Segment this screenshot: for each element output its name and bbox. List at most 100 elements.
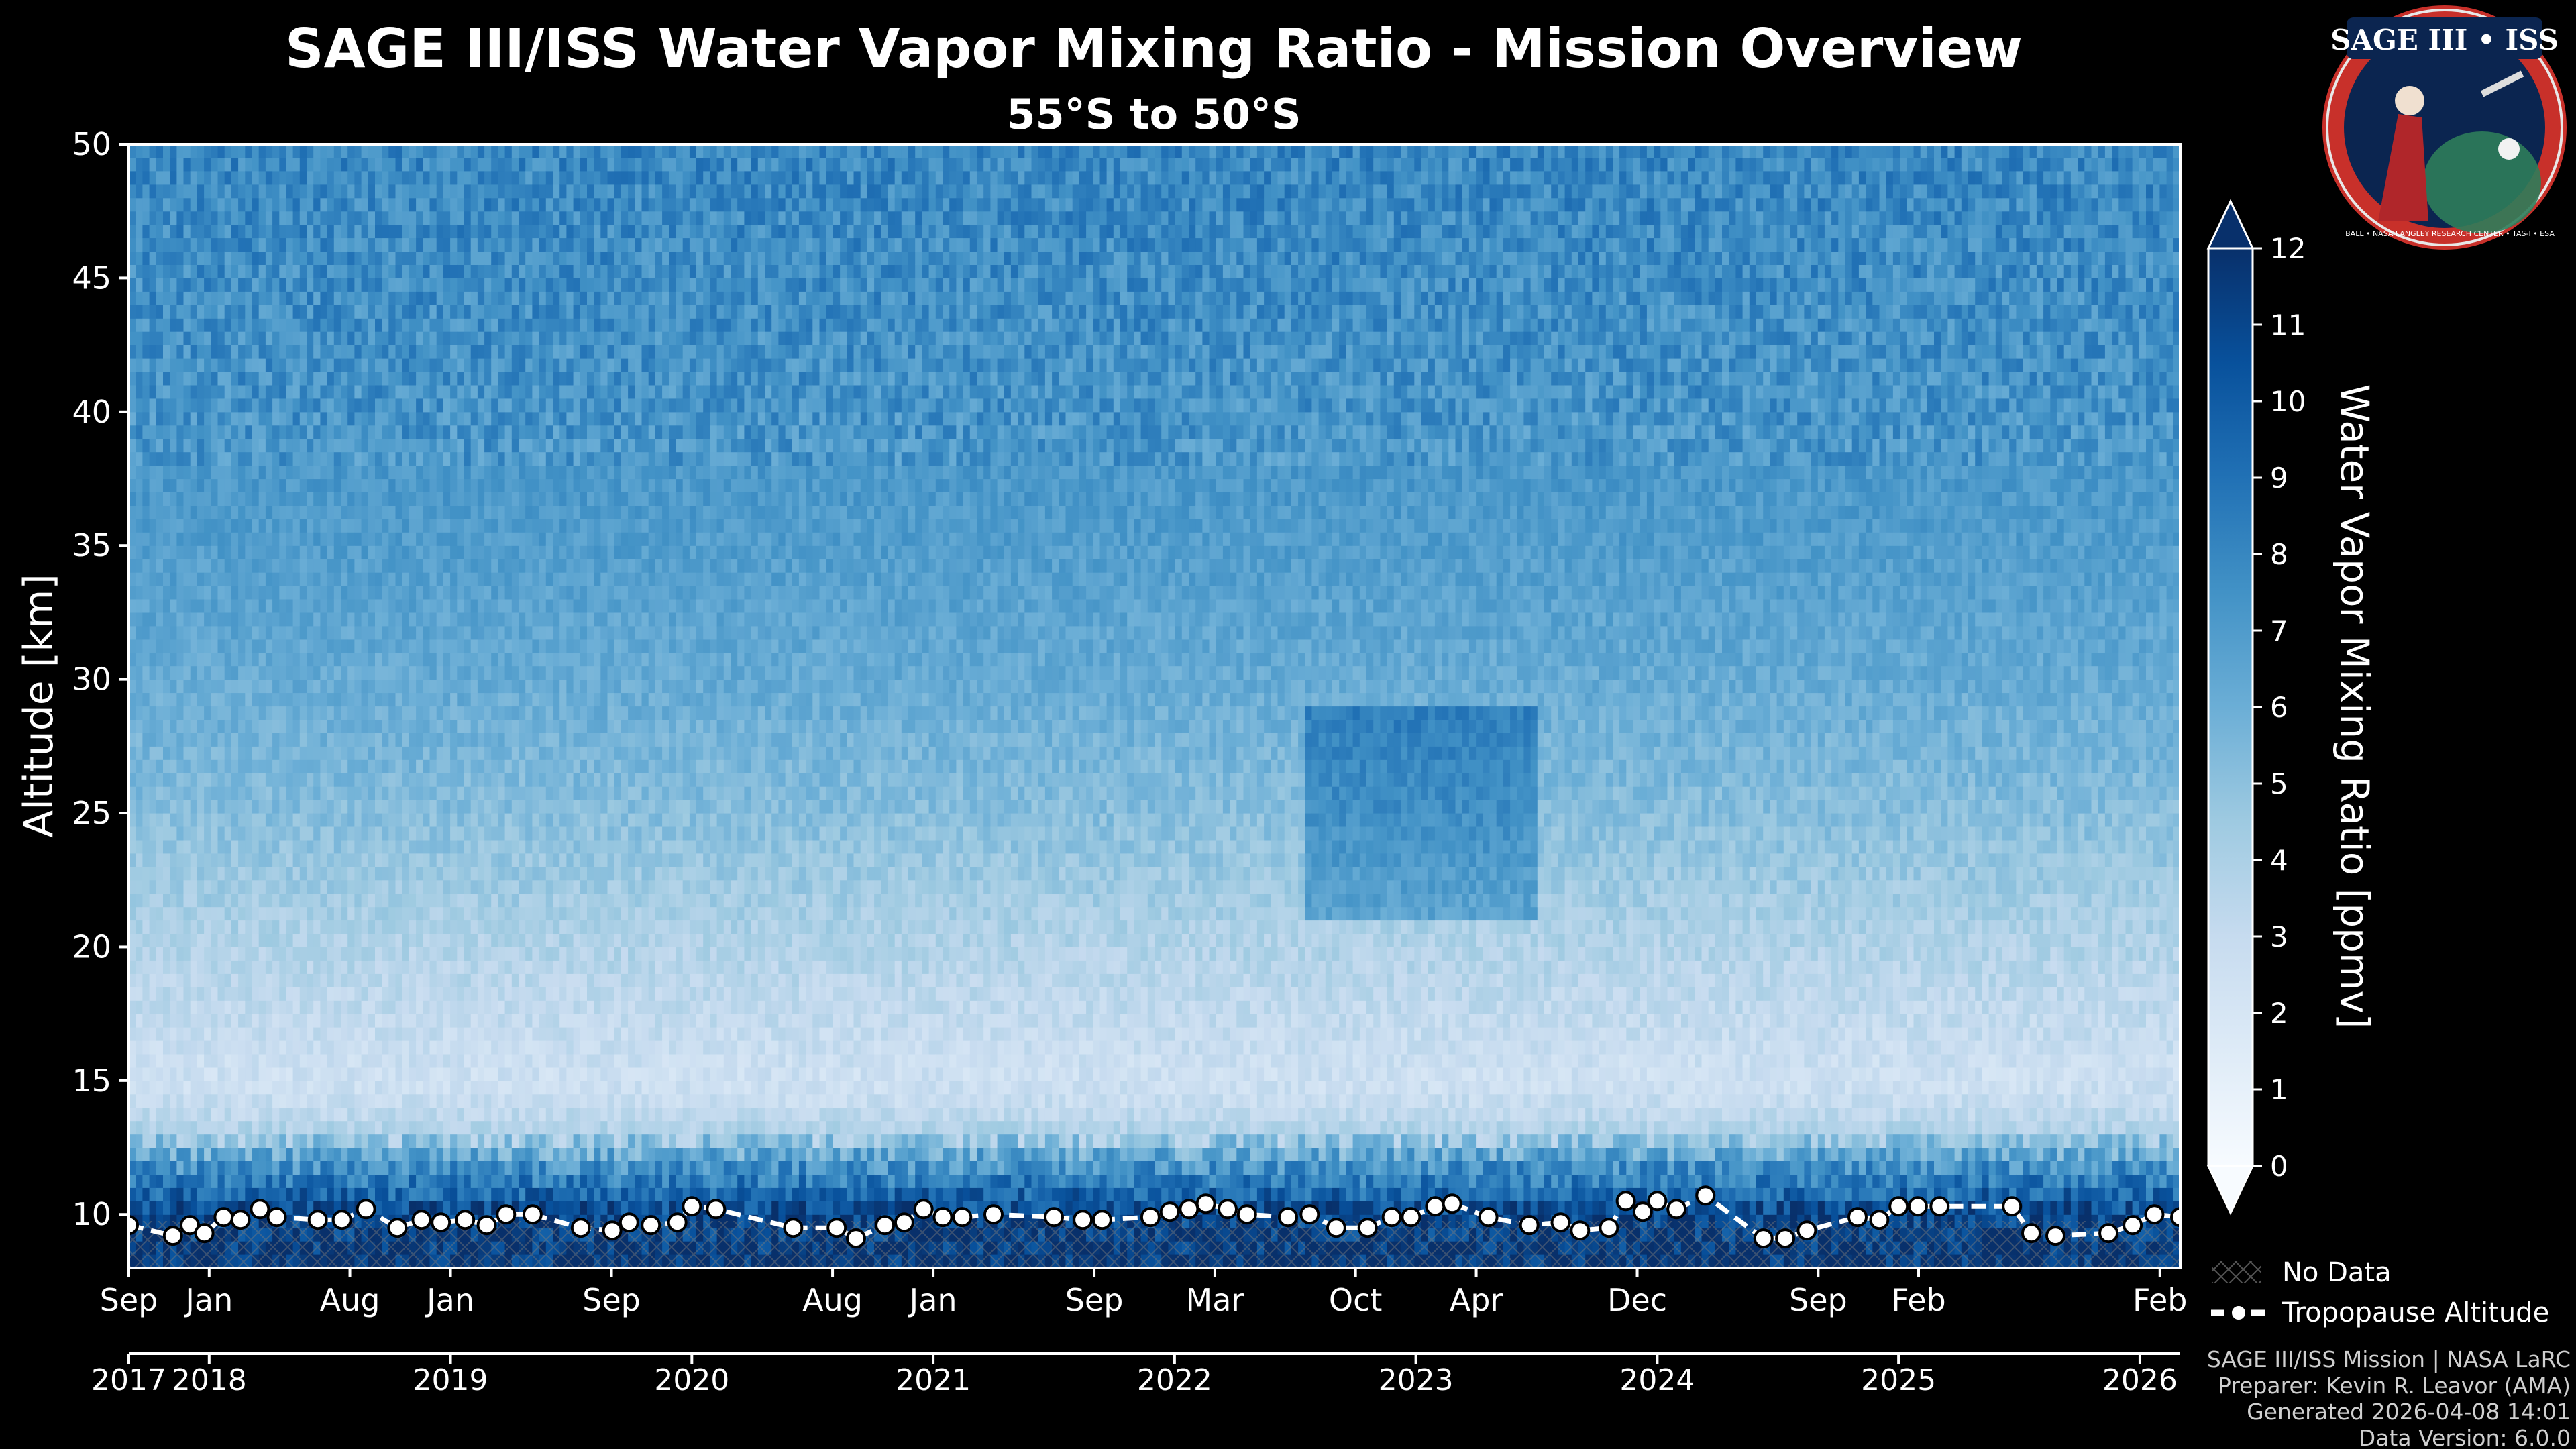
heatmap-cell	[402, 920, 410, 934]
heatmap-cell	[217, 1014, 225, 1028]
heatmap-cell	[231, 384, 239, 399]
heatmap-cell	[149, 211, 157, 225]
heatmap-cell	[423, 358, 431, 372]
heatmap-cell	[443, 960, 451, 974]
heatmap-cell	[149, 987, 157, 1001]
heatmap-cell	[313, 759, 321, 773]
heatmap-cell	[149, 331, 157, 345]
heatmap-cell	[252, 1161, 260, 1175]
heatmap-cell	[450, 478, 458, 492]
heatmap-cell	[519, 532, 526, 546]
heatmap-cell	[511, 425, 519, 439]
heatmap-cell	[416, 144, 423, 158]
heatmap-cell	[333, 1120, 341, 1135]
heatmap-cell	[231, 492, 239, 506]
heatmap-cell	[388, 639, 396, 653]
heatmap-cell	[333, 291, 341, 305]
heatmap-cell	[307, 358, 314, 372]
heatmap-cell	[464, 866, 472, 881]
heatmap-cell	[190, 451, 198, 466]
heatmap-cell	[307, 211, 314, 225]
heatmap-cell	[129, 1134, 136, 1148]
heatmap-cell	[341, 800, 348, 814]
heatmap-cell	[163, 224, 170, 239]
heatmap-cell	[388, 733, 396, 747]
heatmap-cell	[190, 1161, 198, 1175]
heatmap-cell	[519, 1027, 526, 1041]
heatmap-cell	[204, 237, 211, 252]
heatmap-cell	[409, 800, 417, 814]
heatmap-cell	[238, 786, 246, 800]
heatmap-cell	[470, 264, 478, 278]
heatmap-cell	[382, 625, 389, 640]
heatmap-cell	[190, 478, 198, 492]
heatmap-cell	[279, 170, 287, 185]
heatmap-cell	[142, 559, 150, 573]
heatmap-cell	[183, 973, 191, 987]
heatmap-cell	[231, 532, 239, 546]
heatmap-cell	[292, 465, 301, 480]
heatmap-cell	[211, 639, 219, 653]
heatmap-cell	[470, 759, 478, 773]
heatmap-cell	[477, 746, 485, 760]
heatmap-cell	[149, 157, 157, 172]
heatmap-cell	[156, 398, 164, 413]
heatmap-cell	[258, 786, 266, 800]
heatmap-cell	[484, 679, 492, 694]
heatmap-cell	[464, 224, 472, 239]
heatmap-cell	[341, 826, 348, 841]
heatmap-cell	[252, 157, 260, 172]
heatmap-cell	[354, 813, 362, 827]
heatmap-cell	[484, 1107, 492, 1122]
heatmap-cell	[519, 251, 526, 265]
heatmap-cell	[368, 599, 376, 613]
heatmap-cell	[423, 639, 431, 653]
heatmap-cell	[190, 733, 198, 747]
heatmap-cell	[436, 813, 444, 827]
heatmap-cell	[498, 1187, 506, 1201]
heatmap-cell	[402, 237, 410, 252]
heatmap-cell	[519, 599, 526, 613]
heatmap-cell	[136, 960, 143, 974]
heatmap-cell	[217, 625, 225, 640]
heatmap-cell	[217, 224, 225, 239]
heatmap-cell	[333, 345, 341, 359]
heatmap-cell	[375, 384, 382, 399]
heatmap-cell	[388, 719, 396, 733]
heatmap-cell	[504, 345, 513, 359]
heatmap-cell	[409, 853, 417, 867]
heatmap-cell	[368, 211, 376, 225]
heatmap-cell	[142, 733, 150, 747]
heatmap-cell	[265, 1067, 273, 1081]
heatmap-cell	[279, 586, 287, 600]
heatmap-cell	[245, 519, 253, 533]
heatmap-cell	[436, 960, 444, 974]
heatmap-cell	[402, 679, 410, 694]
heatmap-cell	[224, 1054, 232, 1068]
heatmap-cell	[129, 1067, 136, 1081]
heatmap-cell	[245, 639, 253, 653]
heatmap-cell	[272, 612, 280, 627]
heatmap-cell	[279, 639, 287, 653]
heatmap-cell	[231, 960, 239, 974]
heatmap-cell	[313, 879, 321, 894]
heatmap-cell	[245, 1054, 253, 1068]
heatmap-cell	[258, 826, 266, 841]
heatmap-cell	[170, 665, 177, 680]
heatmap-cell	[416, 759, 423, 773]
heatmap-cell	[368, 1174, 376, 1188]
heatmap-cell	[149, 920, 157, 934]
heatmap-cell	[238, 492, 246, 506]
heatmap-cell	[388, 1134, 396, 1148]
heatmap-cell	[504, 800, 513, 814]
heatmap-cell	[491, 786, 498, 800]
heatmap-cell	[307, 237, 314, 252]
heatmap-cell	[354, 1027, 362, 1041]
heatmap-cell	[272, 947, 280, 961]
heatmap-cell	[498, 545, 506, 559]
heatmap-cell	[224, 532, 232, 546]
heatmap-cell	[416, 519, 423, 533]
heatmap-cell	[327, 305, 335, 319]
heatmap-cell	[129, 625, 136, 640]
heatmap-cell	[464, 1093, 472, 1108]
